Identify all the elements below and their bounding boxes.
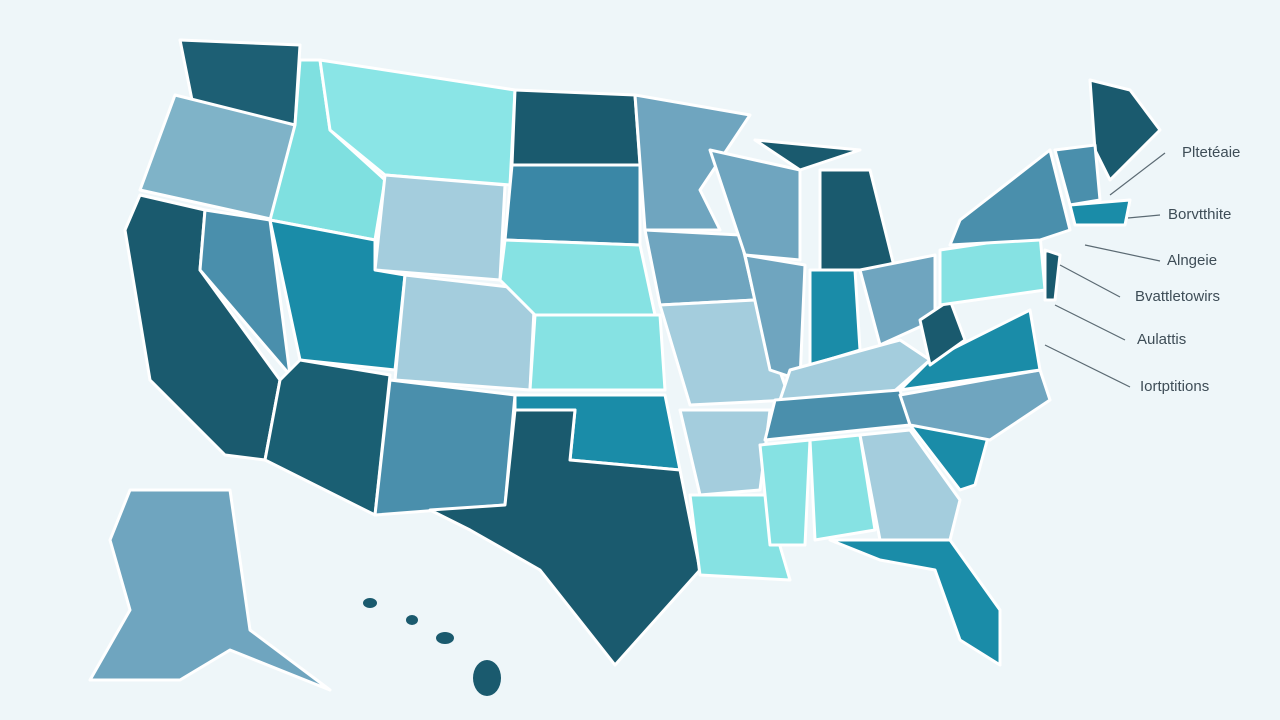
- state: [528, 313, 667, 392]
- island: [406, 615, 418, 625]
- island: [436, 632, 454, 644]
- state: [428, 408, 702, 667]
- states: [88, 38, 1162, 696]
- state: [1043, 248, 1062, 302]
- state: [1088, 78, 1162, 182]
- leader-line: [1044, 344, 1131, 388]
- labels: Pltetéaie Borvtthite Alngeie Bvattletowi…: [1135, 144, 1240, 395]
- leader-line: [1109, 152, 1166, 196]
- state: [858, 428, 962, 542]
- map-label: Alngeie: [1167, 252, 1217, 269]
- map-label: Borvtthite: [1168, 206, 1231, 223]
- state: [898, 308, 1042, 392]
- state: [503, 163, 642, 247]
- state: [948, 148, 1072, 247]
- state: [758, 438, 812, 547]
- state: [373, 378, 517, 517]
- state: [708, 148, 802, 262]
- state: [688, 493, 792, 582]
- map-label: Pltetéaie: [1182, 144, 1240, 161]
- leader-line: [1059, 264, 1121, 298]
- state: [808, 268, 862, 367]
- state: [678, 408, 772, 497]
- state: [263, 358, 392, 517]
- state: [918, 298, 967, 367]
- state: [373, 173, 507, 282]
- state: [828, 538, 1002, 667]
- map-label: Bvattletowirs: [1135, 288, 1220, 305]
- state: [633, 93, 752, 232]
- leader-line: [1054, 304, 1126, 341]
- state: [643, 228, 757, 307]
- map-label: Iortptitions: [1140, 378, 1209, 395]
- leader-line: [1084, 244, 1161, 262]
- island: [363, 598, 377, 608]
- state: [1068, 198, 1132, 227]
- leaders: [1044, 152, 1166, 388]
- state: [498, 238, 657, 317]
- state: [778, 338, 932, 402]
- state: [510, 88, 642, 167]
- state: [1053, 143, 1102, 207]
- map-label: Aulattis: [1137, 331, 1186, 348]
- state: [753, 138, 862, 172]
- leader-line: [1127, 214, 1161, 219]
- island: [473, 660, 501, 696]
- state: [808, 433, 877, 542]
- state: [88, 488, 332, 692]
